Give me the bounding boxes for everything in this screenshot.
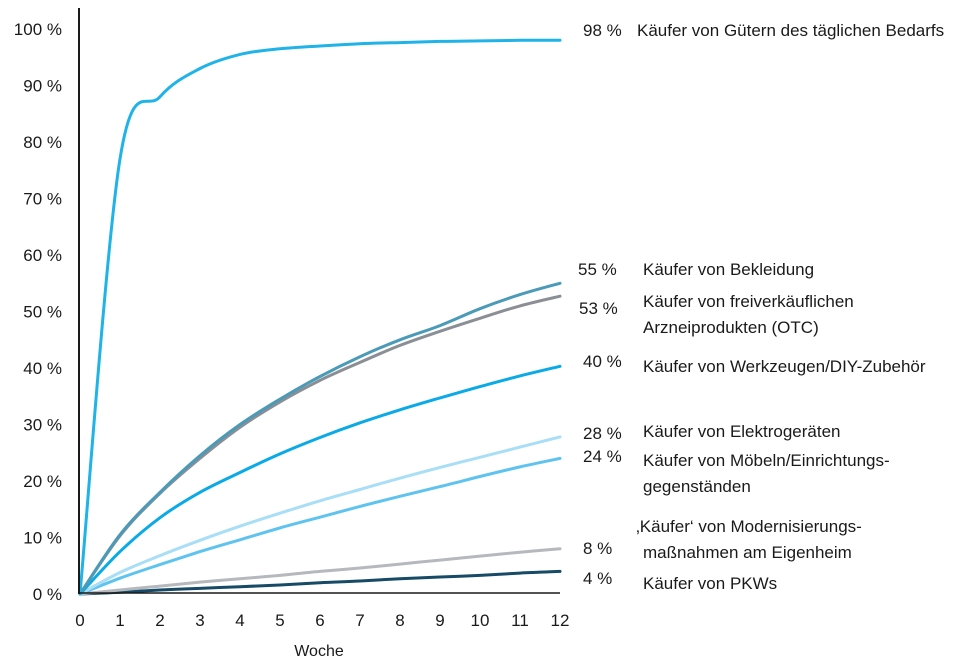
x-tick-label: 8: [395, 611, 404, 630]
x-tick-label: 7: [355, 611, 364, 630]
series-line-1: [78, 281, 562, 596]
value-label-otc: 53 %: [579, 299, 618, 318]
series-labels: 98 % Käufer von Gütern des täglichen Bed…: [578, 21, 944, 593]
y-tick-label: 80 %: [23, 133, 62, 152]
label-clothing: Käufer von Bekleidung: [643, 260, 814, 279]
x-tick-label: 6: [315, 611, 324, 630]
y-tick-label: 90 %: [23, 77, 62, 96]
series-line-2: [78, 294, 562, 596]
value-label-electronics: 28 %: [583, 424, 622, 443]
x-axis-title: Woche: [294, 643, 344, 660]
x-tick-label: 3: [195, 611, 204, 630]
label-furniture-line1: Käufer von Möbeln/Einrichtungs-: [643, 451, 890, 470]
y-tick-label: 0 %: [33, 585, 62, 604]
series-layer: [78, 38, 562, 596]
label-otc-line1: Käufer von freiverkäuflichen: [643, 292, 854, 311]
value-label-clothing: 55 %: [578, 260, 617, 279]
series-line-4: [78, 435, 562, 596]
series-line-0: [78, 38, 562, 596]
x-tick-label: 10: [471, 611, 490, 630]
y-tick-label: 40 %: [23, 359, 62, 378]
value-label-furniture: 24 %: [583, 447, 622, 466]
series-line-7: [78, 569, 562, 596]
x-tick-label: 9: [435, 611, 444, 630]
value-label-modernization: 8 %: [583, 539, 612, 558]
y-tick-label: 70 %: [23, 190, 62, 209]
y-tick-labels: 0 % 10 % 20 % 30 % 40 % 50 % 60 % 70 % 80 % 90 % 1…: [14, 20, 62, 604]
y-tick-label: 100 %: [14, 20, 62, 39]
x-tick-label: 11: [511, 611, 529, 630]
y-tick-label: 20 %: [23, 472, 62, 491]
x-tick-label: 12: [551, 611, 570, 630]
series-line-5: [78, 456, 562, 596]
y-tick-label: 10 %: [23, 529, 62, 548]
label-furniture-line2: gegenständen: [643, 477, 751, 496]
label-modernization-line2: maßnahmen am Eigenheim: [643, 543, 852, 562]
label-electronics: Käufer von Elektrogeräten: [643, 422, 841, 441]
value-label-cars: 4 %: [583, 569, 612, 588]
x-tick-label: 5: [275, 611, 284, 630]
label-diy: Käufer von Werkzeugen/DIY-Zubehör: [643, 357, 926, 376]
x-tick-label: 4: [235, 611, 244, 630]
label-otc-line2: Arzneiprodukten (OTC): [643, 318, 819, 337]
series-line-6: [78, 547, 562, 596]
label-daily-goods: Käufer von Gütern des täglichen Bedarfs: [637, 21, 944, 40]
y-tick-label: 60 %: [23, 246, 62, 265]
label-cars: Käufer von PKWs: [643, 574, 777, 593]
x-tick-label: 1: [115, 611, 124, 630]
y-tick-label: 50 %: [23, 303, 62, 322]
value-label-diy: 40 %: [583, 352, 622, 371]
series-line-3: [78, 364, 562, 596]
x-tick-label: 0: [75, 611, 84, 630]
x-tick-labels: 0 1 2 3 4 5 6 7 8 9 10 11 12: [75, 611, 569, 630]
y-tick-label: 30 %: [23, 416, 62, 435]
label-modernization-line1: ‚Käufer‘ von Modernisierungs-: [636, 517, 862, 536]
value-label-daily-goods: 98 %: [583, 21, 622, 40]
x-tick-label: 2: [155, 611, 164, 630]
